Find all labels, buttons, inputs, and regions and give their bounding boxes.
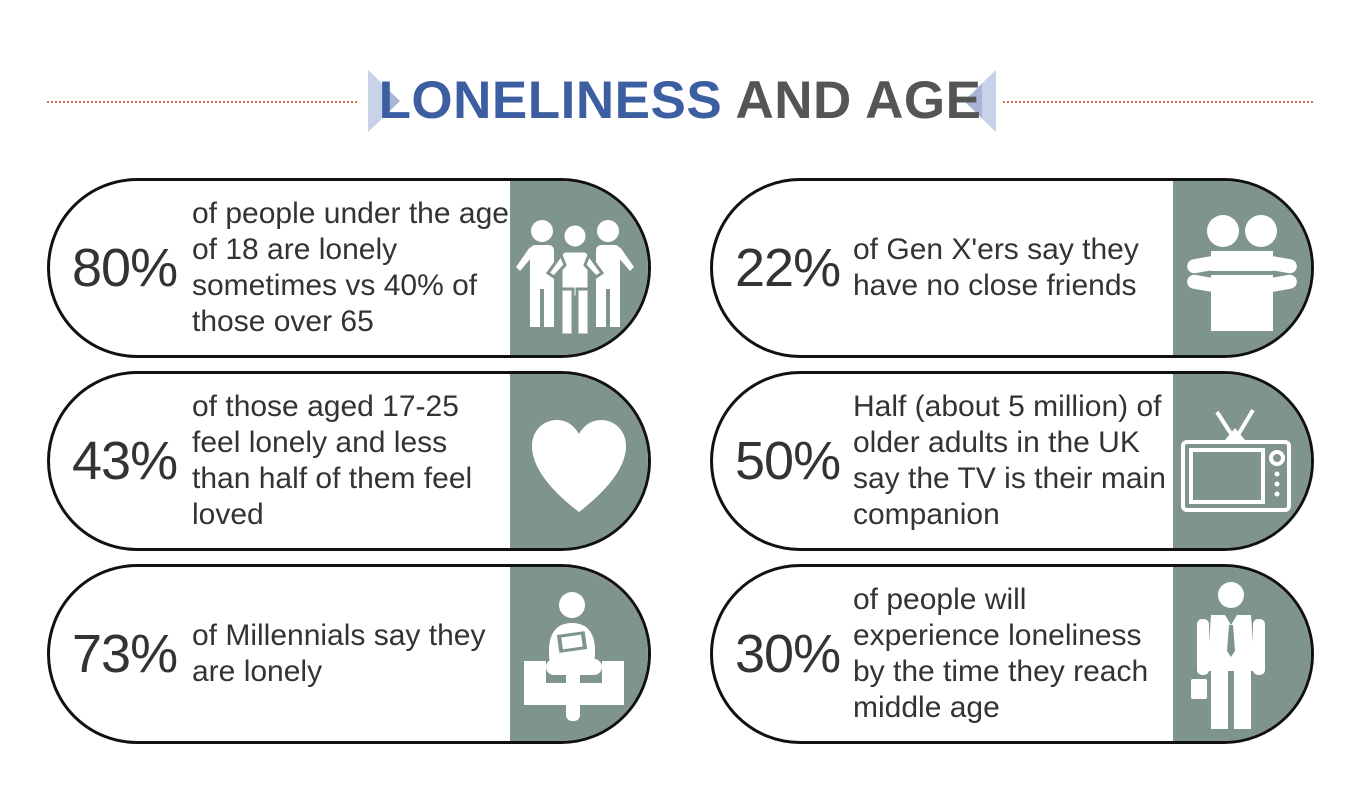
icon-panel — [510, 374, 648, 548]
title-part-1: LONELINESS — [378, 71, 723, 130]
group-people-icon — [516, 220, 634, 337]
hug-icon — [1187, 215, 1297, 331]
tv-icon — [1181, 408, 1291, 512]
stat-card-under-18: 80% of people under the age of 18 are lo… — [47, 178, 651, 358]
left-arrow-icon — [368, 70, 400, 132]
icon-panel — [510, 181, 648, 355]
stat-percent: 73% — [72, 624, 178, 684]
stat-description: of people under the age of 18 are lonely… — [192, 197, 509, 338]
page-title: LONELINESS AND AGE — [0, 66, 1360, 136]
person-reading-icon — [524, 592, 624, 721]
stat-description: of those aged 17-25 feel lonely and less… — [192, 390, 473, 531]
stat-percent: 80% — [72, 238, 178, 298]
title-part-2: AND AGE — [735, 71, 982, 130]
icon-panel — [1173, 567, 1311, 741]
right-arrow-icon — [964, 70, 996, 132]
stat-description: Half (about 5 million) of older adults i… — [853, 390, 1166, 531]
stat-card-millennials: 73% of Millennials say they are lonely — [47, 564, 651, 744]
right-dotted-rule — [1003, 101, 1313, 103]
heart-icon — [532, 420, 626, 512]
left-dotted-rule — [47, 101, 357, 103]
stat-percent: 30% — [735, 624, 841, 684]
businessman-icon — [1191, 582, 1265, 729]
stat-description: of Gen X'ers say they have no close frie… — [853, 233, 1139, 302]
stat-card-gen-x: 22% of Gen X'ers say they have no close … — [710, 178, 1314, 358]
stat-card-middle-age: 30% of people will experience loneliness… — [710, 564, 1314, 744]
icon-panel — [510, 567, 648, 741]
stat-percent: 50% — [735, 431, 841, 491]
stat-description: of people will experience loneliness by … — [853, 583, 1149, 724]
icon-panel — [1173, 181, 1311, 355]
stat-percent: 22% — [735, 238, 841, 298]
stat-card-aged-17-25: 43% of those aged 17-25 feel lonely and … — [47, 371, 651, 551]
icon-panel — [1173, 374, 1311, 548]
stat-description: of Millennials say they are lonely — [192, 619, 486, 688]
stat-card-older-adults-tv: 50% Half (about 5 million) of older adul… — [710, 371, 1314, 551]
stat-percent: 43% — [72, 431, 178, 491]
